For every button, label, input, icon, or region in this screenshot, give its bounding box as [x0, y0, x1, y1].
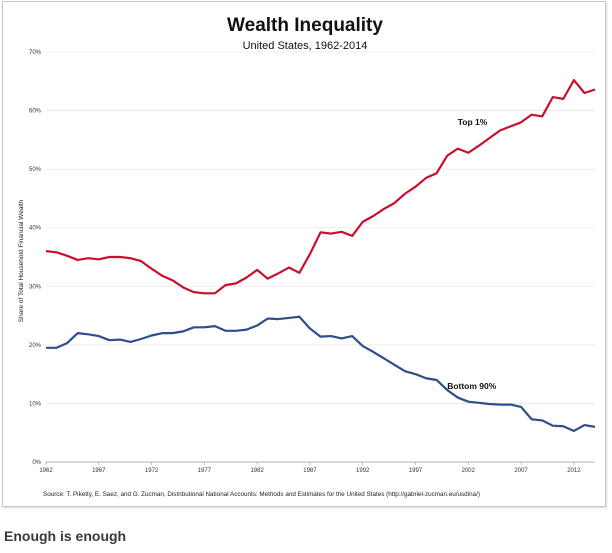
- x-tick-label: 1972: [145, 468, 159, 474]
- x-tick-label: 1987: [303, 468, 317, 474]
- y-tick-label: 50%: [29, 167, 42, 173]
- y-tick-labels: 0% 10% 20% 30% 40% 50% 60% 70%: [29, 50, 42, 466]
- x-tick-label: 2002: [462, 468, 476, 474]
- series-annotations: Top 1% Bottom 90%: [447, 117, 497, 391]
- x-tick-label: 1992: [356, 468, 370, 474]
- x-tick-label: 1997: [409, 468, 423, 474]
- y-tick-label: 10%: [29, 401, 42, 407]
- y-tick-label: 20%: [29, 343, 42, 349]
- chart-frame: Wealth Inequality United States, 1962-20…: [2, 1, 606, 507]
- x-tick-label: 1977: [198, 468, 212, 474]
- x-tick-label: 1962: [39, 468, 53, 474]
- series-annotation: Top 1%: [458, 117, 488, 127]
- y-tick-label: 30%: [29, 284, 42, 290]
- chart-title: Wealth Inequality: [227, 15, 383, 36]
- series-line-bottom-90: [46, 315, 596, 433]
- x-tick-label: 1967: [92, 468, 106, 474]
- wealth-inequality-chart: Wealth Inequality United States, 1962-20…: [18, 15, 596, 498]
- y-tick-label: 70%: [29, 50, 42, 56]
- series-annotation: Bottom 90%: [447, 381, 497, 391]
- post-caption: Enough is enough: [4, 528, 127, 544]
- series-lines: [45, 79, 596, 433]
- x-tick-label: 2007: [514, 468, 528, 474]
- y-tick-label: 40%: [29, 226, 42, 232]
- y-axis-label: Share of Total Household Financial Wealt…: [18, 199, 25, 322]
- x-tick-label: 1982: [250, 468, 264, 474]
- y-tick-label: 60%: [29, 109, 42, 115]
- chart-source-note: Source: T. Piketty, E. Saez, and G. Zucm…: [43, 491, 480, 498]
- series-line-top-1: [45, 79, 596, 295]
- x-tick-label: 2012: [567, 468, 581, 474]
- y-tick-label: 0%: [32, 460, 41, 466]
- chart-subtitle: United States, 1962-2014: [243, 40, 368, 52]
- x-tick-labels: 1962 1967 1972 1977 1982 1987 1992 1997 2002 2007…: [39, 462, 581, 474]
- grid-lines: [46, 51, 595, 404]
